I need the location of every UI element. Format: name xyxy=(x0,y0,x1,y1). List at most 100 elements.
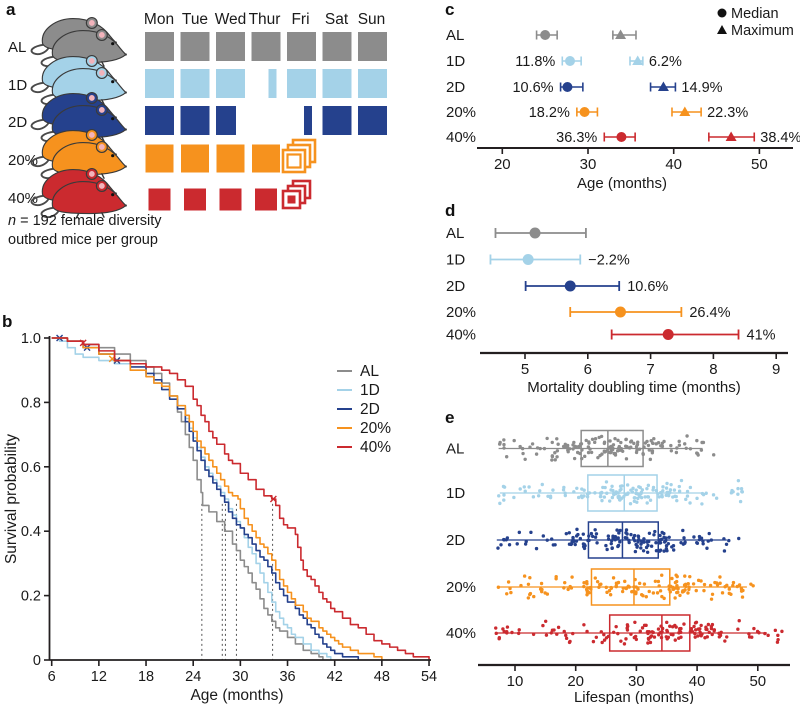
data-point xyxy=(614,584,618,588)
mdt-row-1D: 1D −2.2% xyxy=(446,252,630,269)
data-point xyxy=(546,494,550,498)
data-point xyxy=(657,495,661,499)
data-point xyxy=(640,488,645,492)
data-point xyxy=(532,594,536,599)
data-point xyxy=(617,531,621,535)
data-point xyxy=(677,636,681,640)
data-point xyxy=(710,592,715,597)
schedule-row-2D: 2D xyxy=(8,91,387,143)
data-point xyxy=(528,445,532,449)
data-point xyxy=(618,488,622,492)
data-point xyxy=(722,549,727,553)
data-point xyxy=(702,588,706,593)
data-point xyxy=(695,438,699,443)
data-point xyxy=(694,628,698,632)
data-point xyxy=(674,625,678,629)
legend-label-1D: 1D xyxy=(360,382,380,399)
x-tick-label: 40 xyxy=(689,673,706,690)
data-point xyxy=(646,443,651,448)
data-point xyxy=(651,630,655,635)
data-point xyxy=(623,579,627,584)
data-point xyxy=(610,546,614,551)
data-point xyxy=(714,496,719,500)
data-point xyxy=(636,534,640,538)
data-point xyxy=(599,582,603,586)
data-point xyxy=(585,590,590,594)
data-point xyxy=(515,542,519,546)
box xyxy=(608,614,691,652)
data-point xyxy=(632,499,637,503)
data-point xyxy=(639,539,644,543)
data-point xyxy=(667,535,671,539)
data-point xyxy=(523,489,527,493)
data-point xyxy=(541,534,546,538)
data-point xyxy=(609,450,613,454)
data-point xyxy=(530,442,535,446)
data-point xyxy=(708,583,713,588)
schedule-row-1D: 1D xyxy=(8,54,387,106)
data-point xyxy=(610,484,614,488)
data-point xyxy=(534,452,539,456)
median-marker xyxy=(579,107,590,117)
data-point xyxy=(639,495,644,500)
data-point xyxy=(586,445,591,449)
data-point xyxy=(692,624,696,629)
x-tick-label: 8 xyxy=(709,361,717,378)
data-point xyxy=(589,450,594,455)
data-point xyxy=(531,632,536,637)
group-label: 20% xyxy=(8,152,38,169)
data-point xyxy=(572,490,576,494)
data-point xyxy=(614,581,619,585)
data-point xyxy=(736,478,741,483)
data-point xyxy=(731,580,736,585)
data-point xyxy=(531,495,536,499)
data-point xyxy=(671,495,675,499)
data-point xyxy=(669,449,674,453)
data-point xyxy=(635,442,640,447)
data-point xyxy=(775,640,780,644)
x-axis-title: Age (months) xyxy=(577,175,667,192)
data-point xyxy=(502,629,506,634)
age-row-AL: AL xyxy=(446,27,637,44)
point-estimate-marker xyxy=(564,280,576,292)
day-header-sun: Sun xyxy=(358,11,386,28)
data-point xyxy=(727,538,731,543)
median-pct-label: 18.2% xyxy=(529,105,570,121)
data-point xyxy=(662,596,666,601)
footnote-line1: n = 192 female diversity xyxy=(8,212,228,231)
data-point xyxy=(652,635,657,639)
data-point xyxy=(540,482,544,487)
data-point xyxy=(661,489,665,493)
data-point xyxy=(538,489,542,493)
data-point xyxy=(555,632,559,636)
data-point xyxy=(612,492,616,497)
data-point xyxy=(550,628,555,632)
lifespan-row-AL: AL xyxy=(446,429,716,468)
data-point xyxy=(582,494,586,498)
data-point xyxy=(713,580,717,585)
data-point xyxy=(605,547,609,552)
mdt-row-40pct: 40% 41% xyxy=(446,327,776,344)
maximum-pct-label: 14.9% xyxy=(681,80,722,96)
data-point xyxy=(594,532,599,536)
legend-label-2D: 2D xyxy=(360,401,380,418)
jitter-points xyxy=(496,527,741,554)
data-point xyxy=(567,531,571,535)
jitter-points xyxy=(496,573,755,601)
data-point xyxy=(707,630,711,635)
x-tick-label: 18 xyxy=(138,669,154,685)
data-point xyxy=(624,457,629,461)
food-square-day2 xyxy=(216,144,245,173)
data-point xyxy=(505,625,510,629)
data-point xyxy=(633,539,637,543)
data-point xyxy=(602,441,607,446)
food-square-day3 xyxy=(268,69,277,98)
maximum-pct-label: 38.4% xyxy=(760,130,800,146)
data-point xyxy=(539,581,544,586)
data-point xyxy=(554,577,558,581)
food-square-day0 xyxy=(145,32,174,61)
data-point xyxy=(604,480,609,484)
data-point xyxy=(645,439,649,444)
food-square-day1 xyxy=(180,69,210,98)
data-point xyxy=(601,485,605,490)
